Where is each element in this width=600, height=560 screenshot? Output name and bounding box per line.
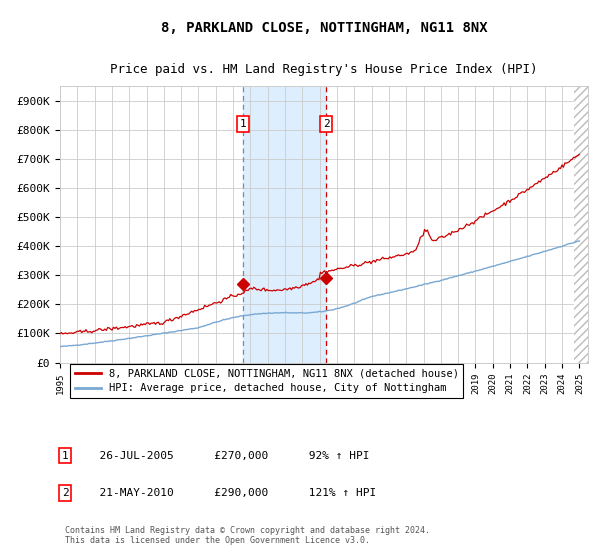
Legend: 8, PARKLAND CLOSE, NOTTINGHAM, NG11 8NX (detached house), HPI: Average price, de: 8, PARKLAND CLOSE, NOTTINGHAM, NG11 8NX …: [70, 364, 463, 398]
Text: 2: 2: [62, 488, 68, 498]
Text: Contains HM Land Registry data © Crown copyright and database right 2024.
This d: Contains HM Land Registry data © Crown c…: [65, 526, 430, 545]
Text: 21-MAY-2010      £290,000      121% ↑ HPI: 21-MAY-2010 £290,000 121% ↑ HPI: [86, 488, 377, 498]
Text: 8, PARKLAND CLOSE, NOTTINGHAM, NG11 8NX: 8, PARKLAND CLOSE, NOTTINGHAM, NG11 8NX: [161, 21, 487, 35]
Text: 2: 2: [323, 119, 329, 129]
Bar: [574, 86, 588, 363]
Text: Price paid vs. HM Land Registry's House Price Index (HPI): Price paid vs. HM Land Registry's House …: [110, 63, 538, 77]
Bar: [243, 86, 326, 363]
Bar: [574, 86, 588, 363]
Text: 1: 1: [62, 451, 68, 461]
Text: 26-JUL-2005      £270,000      92% ↑ HPI: 26-JUL-2005 £270,000 92% ↑ HPI: [86, 451, 370, 461]
Text: 1: 1: [239, 119, 246, 129]
